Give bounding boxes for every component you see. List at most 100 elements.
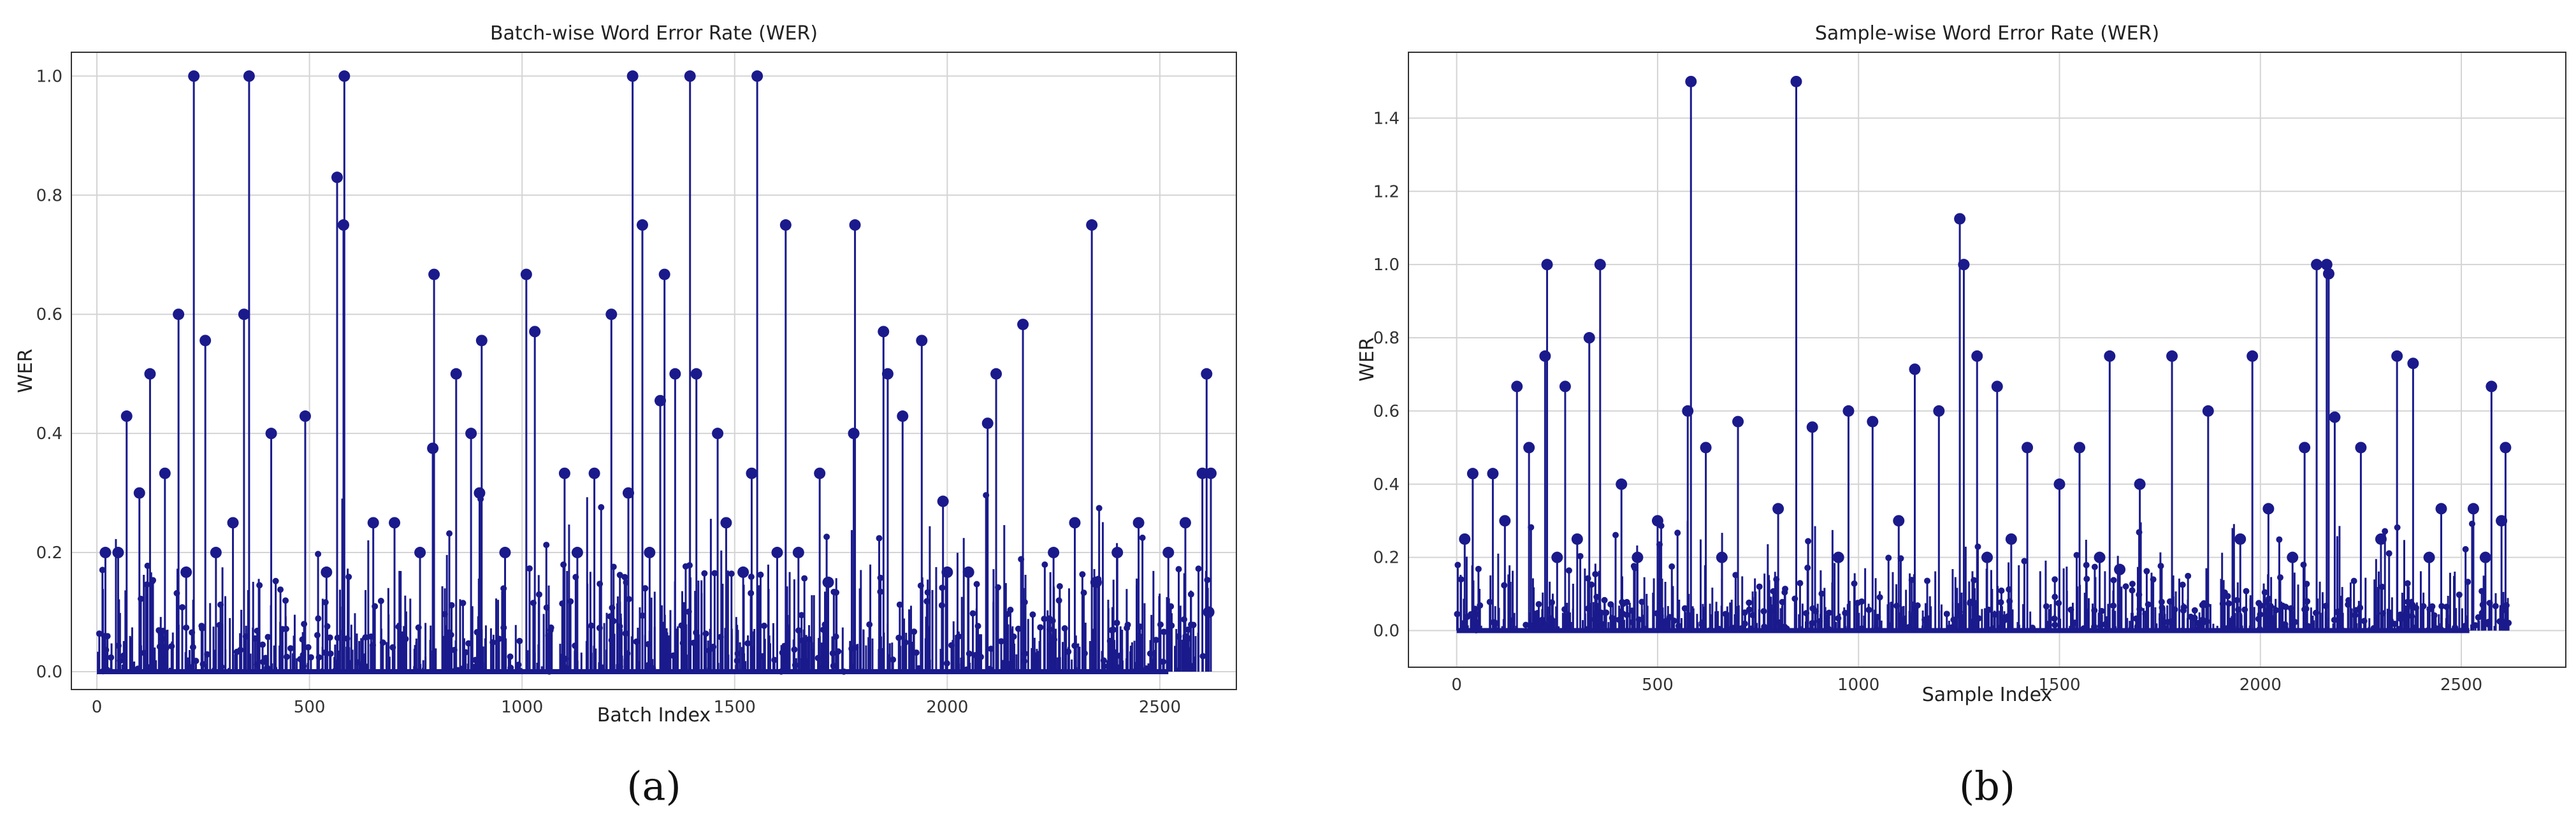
low-marker xyxy=(262,654,269,661)
data-point xyxy=(367,517,379,529)
low-marker xyxy=(1079,571,1086,578)
data-point xyxy=(331,171,343,184)
low-marker xyxy=(2157,563,2164,570)
data-point xyxy=(881,368,894,380)
data-point xyxy=(1201,368,1213,380)
low-marker xyxy=(2001,617,2008,624)
low-marker xyxy=(792,661,799,668)
data-point xyxy=(1954,213,1966,225)
data-point xyxy=(2074,442,2086,454)
data-point xyxy=(1981,551,1993,563)
x-tick-label: 0 xyxy=(1451,675,1462,695)
low-marker xyxy=(1037,624,1044,631)
low-marker xyxy=(547,624,554,631)
low-marker xyxy=(2300,561,2307,568)
data-markers xyxy=(99,70,1217,618)
data-point xyxy=(144,368,156,380)
low-marker xyxy=(447,632,454,639)
y-tick-label: 1.0 xyxy=(1373,256,1400,275)
data-point xyxy=(1790,75,1802,87)
low-marker xyxy=(973,581,980,588)
data-point xyxy=(243,70,255,82)
low-marker xyxy=(1108,626,1115,633)
data-point xyxy=(737,566,749,578)
low-marker xyxy=(1161,628,1168,635)
data-point xyxy=(636,219,648,231)
data-point xyxy=(2496,515,2508,527)
low-marker xyxy=(157,630,164,637)
data-point xyxy=(1017,319,1029,331)
data-point xyxy=(814,467,826,479)
low-marker xyxy=(516,637,523,644)
low-marker xyxy=(1101,663,1108,670)
chart-title: Batch-wise Word Error Rate (WER) xyxy=(490,22,818,45)
low-marker xyxy=(728,570,735,577)
y-axis-label: WER xyxy=(15,349,37,393)
panel-caption: (b) xyxy=(1959,763,2015,809)
data-point xyxy=(1832,551,1844,563)
data-point xyxy=(1179,517,1191,529)
data-point xyxy=(1772,503,1784,515)
data-point xyxy=(1551,551,1563,563)
data-point xyxy=(188,70,200,82)
low-marker xyxy=(598,504,605,511)
data-point xyxy=(669,368,681,380)
low-marker xyxy=(1477,602,1484,609)
low-marker xyxy=(2382,528,2389,535)
data-point xyxy=(941,566,953,578)
data-point xyxy=(2320,259,2333,271)
y-tick-label: 1.2 xyxy=(1373,182,1400,201)
low-marker xyxy=(441,610,448,618)
data-point xyxy=(2022,442,2034,454)
low-marker xyxy=(717,633,724,640)
low-marker xyxy=(301,621,308,628)
low-marker xyxy=(616,572,623,579)
low-marker xyxy=(2071,619,2078,626)
low-marker xyxy=(955,633,962,640)
low-marker xyxy=(1674,530,1681,537)
low-marker xyxy=(96,630,103,637)
low-marker xyxy=(1080,589,1087,596)
low-marker xyxy=(1746,599,1753,606)
low-marker xyxy=(1943,610,1950,618)
low-marker xyxy=(2478,609,2486,616)
low-marker xyxy=(2129,587,2136,594)
low-marker xyxy=(377,597,384,604)
low-marker xyxy=(2398,611,2405,618)
data-point xyxy=(1487,468,1499,480)
low-marker xyxy=(1454,610,1461,618)
y-tick-labels: 0.0 0.2 0.4 0.6 0.8 1.0 xyxy=(36,67,62,682)
data-point xyxy=(173,308,185,321)
x-tick-label: 0 xyxy=(92,698,103,717)
data-point xyxy=(1132,517,1145,529)
y-tick-label: 1.4 xyxy=(1373,109,1400,128)
data-point xyxy=(427,442,439,454)
low-marker xyxy=(1041,561,1048,568)
data-point xyxy=(1958,259,1970,271)
data-point xyxy=(558,467,570,479)
low-marker xyxy=(1523,621,1530,628)
low-marker xyxy=(2129,581,2136,588)
low-marker xyxy=(2221,589,2228,596)
y-tick-labels: 0.0 0.2 0.4 0.6 0.8 1.0 1.2 1.4 xyxy=(1373,109,1400,640)
data-point xyxy=(937,495,949,507)
data-point xyxy=(475,335,488,347)
low-marker xyxy=(2257,602,2264,609)
low-marker xyxy=(199,625,206,632)
low-marker xyxy=(322,599,329,606)
x-tick-label: 1500 xyxy=(2038,675,2080,695)
low-marker xyxy=(297,656,304,663)
low-marker xyxy=(1015,625,1022,632)
y-tick-label: 0.8 xyxy=(36,186,62,205)
low-marker xyxy=(1535,601,1542,608)
data-point xyxy=(520,268,532,280)
low-marker xyxy=(2091,563,2098,570)
y-tick-label: 0.6 xyxy=(1373,402,1400,421)
data-point xyxy=(2247,350,2259,362)
low-marker xyxy=(1056,582,1063,589)
data-point xyxy=(1971,350,1983,362)
data-point xyxy=(1991,380,2003,393)
low-marker xyxy=(2345,596,2352,603)
data-point xyxy=(238,308,250,321)
